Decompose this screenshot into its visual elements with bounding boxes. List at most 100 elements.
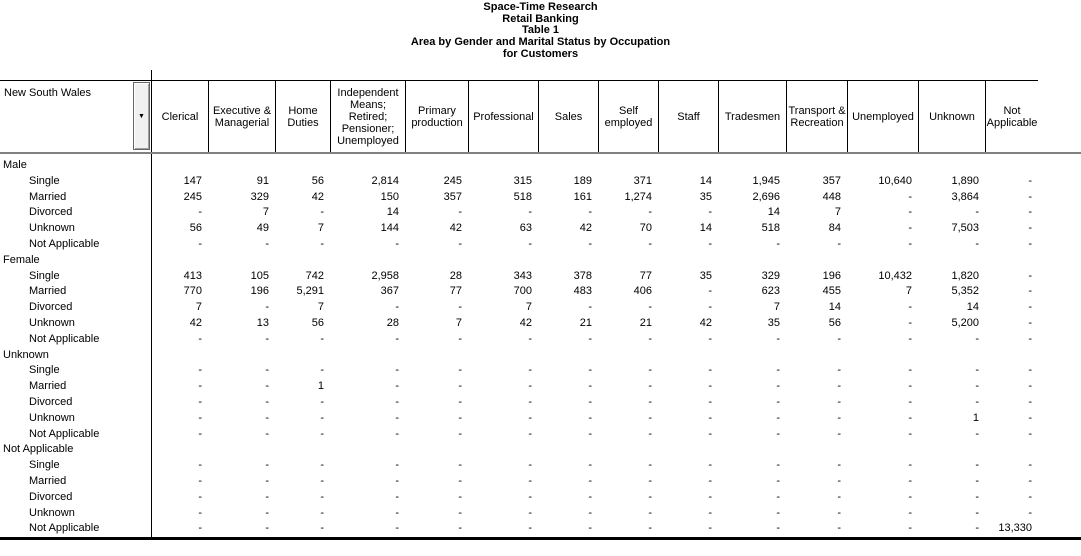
- value-cell: -: [1028, 506, 1032, 519]
- value-cell: -: [1028, 490, 1032, 503]
- value-cell: 329: [250, 190, 269, 203]
- value-cell: 35: [699, 190, 712, 203]
- value-cell: -: [837, 411, 841, 424]
- column-header: Staff: [658, 81, 718, 152]
- value-cell: -: [1028, 459, 1032, 472]
- value-cell: -: [588, 395, 592, 408]
- value-cell: -: [588, 506, 592, 519]
- value-cell: 357: [822, 174, 841, 187]
- value-cell: -: [528, 474, 532, 487]
- value-cell: 7: [262, 206, 269, 219]
- value-cell: 21: [579, 316, 592, 329]
- value-cell: -: [975, 332, 979, 345]
- group-row: Not Applicable: [0, 442, 1038, 458]
- value-cell: -: [320, 522, 324, 535]
- value-cell: -: [198, 474, 202, 487]
- value-cell: 406: [633, 285, 652, 298]
- value-cell: -: [837, 490, 841, 503]
- title-line-organisation: Space-Time Research: [483, 1, 598, 13]
- value-cell: -: [198, 506, 202, 519]
- value-cell: -: [588, 427, 592, 440]
- value-cell: 343: [513, 269, 532, 282]
- value-cell: -: [265, 490, 269, 503]
- value-cell: 5,291: [296, 285, 324, 298]
- row-label: Divorced: [29, 395, 73, 408]
- value-cell: -: [265, 506, 269, 519]
- value-cell: -: [975, 380, 979, 393]
- value-cell: -: [458, 206, 462, 219]
- value-cell: -: [588, 332, 592, 345]
- value-cell: -: [320, 332, 324, 345]
- data-row: Not Applicable - - - - - - - - - - - - - 13,330: [0, 521, 1038, 537]
- value-cell: -: [458, 459, 462, 472]
- row-label: Unknown: [29, 506, 75, 519]
- value-cell: -: [320, 364, 324, 377]
- chevron-down-icon: ▼: [138, 112, 145, 120]
- table-body: Male Single 147 91 56 2,814 245 315 189 371 14 1,94…: [0, 158, 1038, 537]
- value-cell: 21: [639, 316, 652, 329]
- value-cell: 196: [250, 285, 269, 298]
- data-row: Single - - - - - - - - - - - - - -: [0, 363, 1038, 379]
- value-cell: -: [265, 380, 269, 393]
- value-cell: 10,432: [878, 269, 912, 282]
- row-label: Married: [29, 380, 67, 393]
- value-cell: -: [648, 411, 652, 424]
- value-cell: -: [198, 459, 202, 472]
- value-cell: 623: [761, 285, 780, 298]
- value-cell: 742: [305, 269, 324, 282]
- value-cell: -: [708, 380, 712, 393]
- value-cell: -: [320, 506, 324, 519]
- value-cell: -: [588, 301, 592, 314]
- value-cell: -: [648, 427, 652, 440]
- value-cell: -: [198, 206, 202, 219]
- value-cell: -: [1028, 301, 1032, 314]
- value-cell: -: [588, 411, 592, 424]
- value-cell: -: [320, 474, 324, 487]
- value-cell: -: [395, 427, 399, 440]
- row-label: Not Applicable: [29, 427, 100, 440]
- value-cell: 7: [195, 301, 202, 314]
- area-dropdown-button[interactable]: ▼: [133, 82, 150, 150]
- value-cell: -: [588, 237, 592, 250]
- data-row: Divorced - 7 - 14 - - - - - 14 7 - - -: [0, 205, 1038, 221]
- value-cell: -: [648, 332, 652, 345]
- value-cell: 700: [513, 285, 532, 298]
- value-cell: -: [1028, 222, 1032, 235]
- value-cell: -: [395, 522, 399, 535]
- value-cell: -: [395, 506, 399, 519]
- row-label: Unknown: [29, 316, 75, 329]
- value-cell: -: [908, 459, 912, 472]
- value-cell: -: [648, 237, 652, 250]
- value-cell: -: [1028, 285, 1032, 298]
- value-cell: 56: [311, 174, 324, 187]
- value-cell: -: [528, 237, 532, 250]
- value-cell: -: [708, 395, 712, 408]
- value-cell: 1,945: [752, 174, 780, 187]
- column-header: Clerical: [161, 110, 199, 123]
- value-cell: -: [975, 395, 979, 408]
- data-row: Married 245 329 42 150 357 518 161 1,274 35 2,696 4…: [0, 190, 1038, 206]
- value-cell: -: [776, 364, 780, 377]
- value-cell: -: [776, 522, 780, 535]
- value-cell: -: [588, 380, 592, 393]
- value-cell: -: [395, 395, 399, 408]
- value-cell: -: [908, 316, 912, 329]
- value-cell: -: [1028, 380, 1032, 393]
- value-cell: 14: [966, 301, 979, 314]
- column-header: Professional: [468, 81, 538, 152]
- data-row: Single - - - - - - - - - - - - - -: [0, 458, 1038, 474]
- value-cell: -: [458, 301, 462, 314]
- value-cell: -: [395, 380, 399, 393]
- row-label: Divorced: [29, 490, 73, 503]
- data-row: Divorced 7 - 7 - - 7 - - - 7 14 - 14 -: [0, 300, 1038, 316]
- value-cell: 371: [633, 174, 652, 187]
- value-cell: -: [908, 222, 912, 235]
- value-cell: 7: [455, 316, 462, 329]
- value-cell: -: [458, 395, 462, 408]
- value-cell: -: [265, 364, 269, 377]
- value-cell: -: [458, 364, 462, 377]
- value-cell: -: [648, 459, 652, 472]
- value-cell: -: [320, 490, 324, 503]
- row-label: Unknown: [29, 222, 75, 235]
